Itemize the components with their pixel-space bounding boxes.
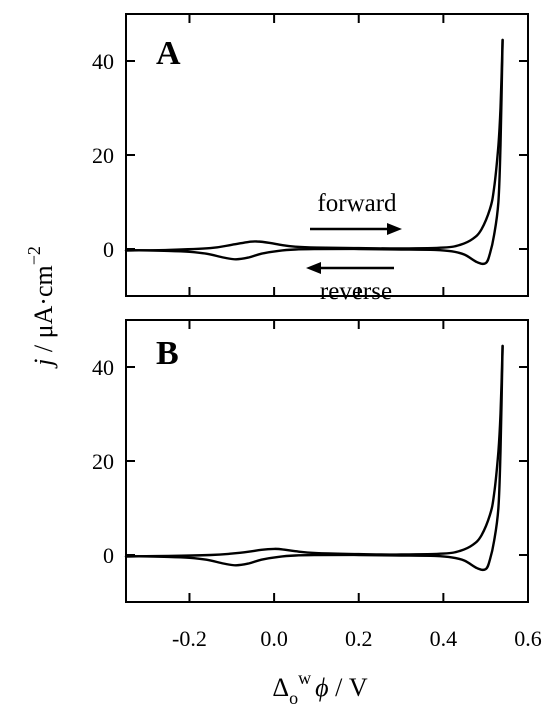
panel-b-y-tick-label: 20 (92, 449, 114, 474)
panel-b-x-tick-label: 0.0 (260, 626, 288, 651)
panel-b-frame (125, 319, 529, 603)
panel-b-x-tick-label: 0.2 (345, 626, 373, 651)
forward-arrow (310, 223, 402, 235)
panel-b-series-forward (124, 344, 504, 558)
panel-a: 0 20 40 A forward reverse (92, 13, 529, 305)
panel-b-series-reverse (124, 344, 504, 572)
panel-a-letter: A (156, 35, 181, 72)
panel-a-series-reverse (124, 38, 504, 266)
panel-b-y-tick-label: 40 (92, 355, 114, 380)
panel-b: 0 20 40 -0.2 0.0 0.2 0.4 0.6 B (92, 319, 542, 651)
panel-b-x-tick-label: 0.6 (514, 626, 542, 651)
panel-b-x-tick-label: -0.2 (172, 626, 207, 651)
y-axis-label: j / μA·cm−2 (24, 246, 58, 369)
panel-b-letter: B (156, 335, 179, 372)
panel-a-y-tick-label: 40 (92, 49, 114, 74)
x-axis-label: Δow ϕ / V (272, 668, 367, 708)
forward-label: forward (317, 190, 397, 217)
panel-b-y-tick-label: 0 (103, 543, 114, 568)
reverse-label: reverse (320, 278, 392, 305)
panel-b-ticks: 0 20 40 -0.2 0.0 0.2 0.4 0.6 (92, 320, 542, 651)
panel-a-y-tick-label: 0 (103, 237, 114, 262)
panel-a-ticks: 0 20 40 (92, 14, 529, 296)
panel-a-curves (124, 38, 504, 266)
panel-b-x-tick-label: 0.4 (430, 626, 458, 651)
panel-a-series-forward (124, 38, 504, 252)
panel-a-y-tick-label: 20 (92, 143, 114, 168)
panel-a-frame (125, 13, 529, 297)
panel-b-curves (124, 344, 504, 572)
reverse-arrow (306, 262, 394, 274)
